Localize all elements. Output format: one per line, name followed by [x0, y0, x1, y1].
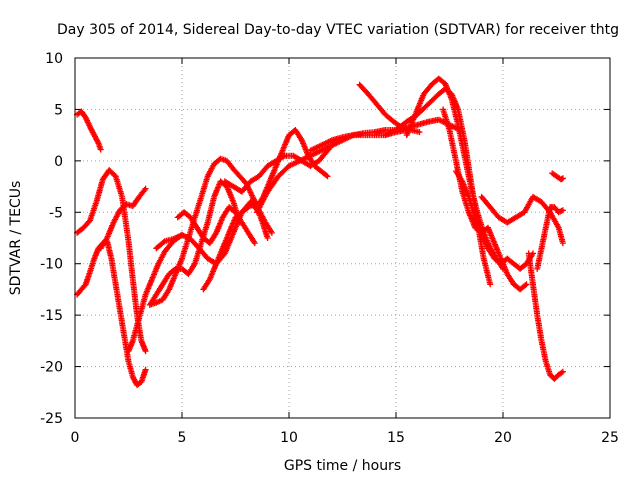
grid: [75, 58, 610, 418]
series-arc-9: [174, 204, 258, 247]
series-arc-21: [525, 250, 566, 382]
plot-frame: [74, 57, 611, 419]
series-arc-5: [97, 185, 149, 252]
series-arc-1: [74, 108, 104, 153]
x-tick-label: 5: [178, 430, 187, 446]
x-tick-label: 25: [601, 430, 619, 446]
data-point-markers: [452, 168, 536, 272]
series-arc-10: [200, 201, 258, 293]
data-point-markers: [200, 201, 258, 293]
tick-labels: 0 5 10 15 20 25 -25 -20 -15 -10 -5 0 5 10: [40, 51, 619, 446]
series-arc-3: [74, 238, 149, 389]
data-point-markers: [478, 193, 566, 247]
y-tick-label: 10: [45, 51, 63, 67]
data-point-markers: [74, 238, 149, 389]
series-arc-22: [534, 204, 566, 272]
data-point-markers: [534, 204, 566, 272]
series-arc-19: [452, 168, 536, 272]
x-tick-label: 15: [387, 430, 405, 446]
data-point-markers: [525, 250, 566, 382]
x-tick-label: 20: [494, 430, 512, 446]
y-tick-label: -10: [40, 257, 63, 273]
series-arc-20: [478, 193, 566, 247]
series-arc-23: [549, 170, 566, 183]
data-point-markers: [549, 170, 566, 183]
y-tick-label: -20: [40, 360, 63, 376]
y-axis-label: SDTVAR / TECUs: [8, 181, 24, 296]
y-tick-label: 0: [54, 154, 63, 170]
data-points: [74, 75, 566, 389]
series-arc-4: [125, 231, 185, 355]
y-tick-label: -15: [40, 308, 63, 324]
data-point-markers: [125, 231, 185, 355]
y-tick-label: -25: [40, 411, 63, 427]
y-tick-label: 5: [54, 102, 63, 118]
x-axis-label: GPS time / hours: [284, 458, 401, 474]
data-point-markers: [97, 185, 149, 252]
chart-title: Day 305 of 2014, Sidereal Day-to-day VTE…: [57, 22, 619, 38]
data-point-markers: [174, 204, 258, 247]
y-tick-label: -5: [49, 205, 63, 221]
x-tick-label: 0: [71, 430, 80, 446]
data-point-markers: [74, 108, 104, 153]
x-tick-label: 10: [280, 430, 298, 446]
